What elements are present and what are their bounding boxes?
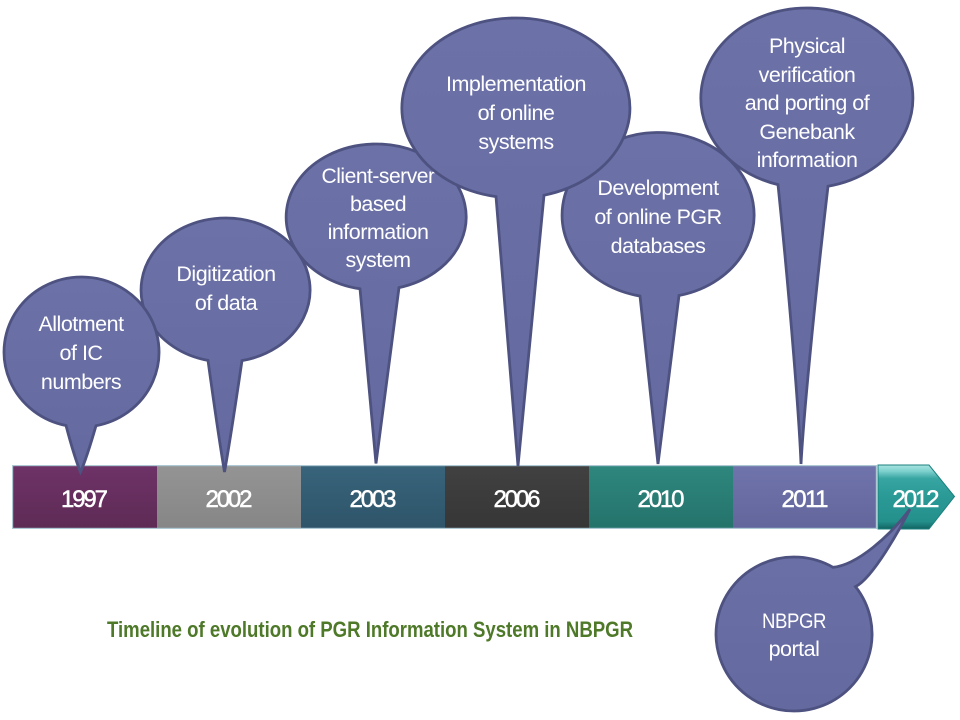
svg-text:1997: 1997	[61, 486, 108, 513]
svg-text:databases: databases	[611, 234, 706, 258]
svg-text:information: information	[328, 220, 429, 244]
svg-text:numbers: numbers	[41, 370, 121, 394]
svg-text:NBPGR: NBPGR	[762, 609, 826, 633]
svg-text:system: system	[345, 248, 410, 272]
svg-text:Timeline of evolution of PGR I: Timeline of evolution of PGR Information…	[107, 617, 633, 642]
svg-text:of data: of data	[195, 291, 258, 315]
svg-text:2006: 2006	[494, 486, 541, 513]
svg-text:of IC: of IC	[60, 341, 103, 365]
svg-text:2012: 2012	[893, 486, 940, 513]
svg-text:systems: systems	[478, 130, 553, 154]
svg-text:verification: verification	[759, 63, 856, 87]
svg-text:Client-server: Client-server	[322, 164, 435, 188]
svg-text:Digitization: Digitization	[176, 262, 275, 286]
svg-text:2002: 2002	[206, 486, 253, 513]
svg-text:of online: of online	[478, 101, 555, 125]
svg-text:2010: 2010	[638, 486, 685, 513]
svg-text:Development: Development	[597, 176, 719, 200]
svg-text:and porting of: and porting of	[745, 91, 870, 115]
svg-text:Genebank: Genebank	[759, 120, 855, 144]
svg-text:based: based	[350, 192, 406, 216]
svg-text:Allotment: Allotment	[38, 312, 124, 336]
svg-text:Physical: Physical	[769, 34, 845, 58]
svg-text:information: information	[757, 148, 858, 172]
svg-text:Implementation: Implementation	[446, 72, 586, 96]
svg-text:2003: 2003	[350, 486, 397, 513]
svg-text:portal: portal	[769, 637, 820, 661]
svg-text:of online PGR: of online PGR	[594, 205, 721, 229]
svg-text:2011: 2011	[782, 486, 829, 513]
